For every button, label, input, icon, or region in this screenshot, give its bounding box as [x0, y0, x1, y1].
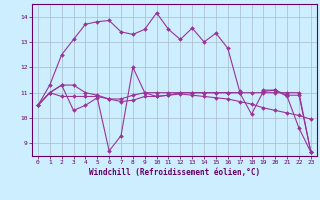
- X-axis label: Windchill (Refroidissement éolien,°C): Windchill (Refroidissement éolien,°C): [89, 168, 260, 177]
